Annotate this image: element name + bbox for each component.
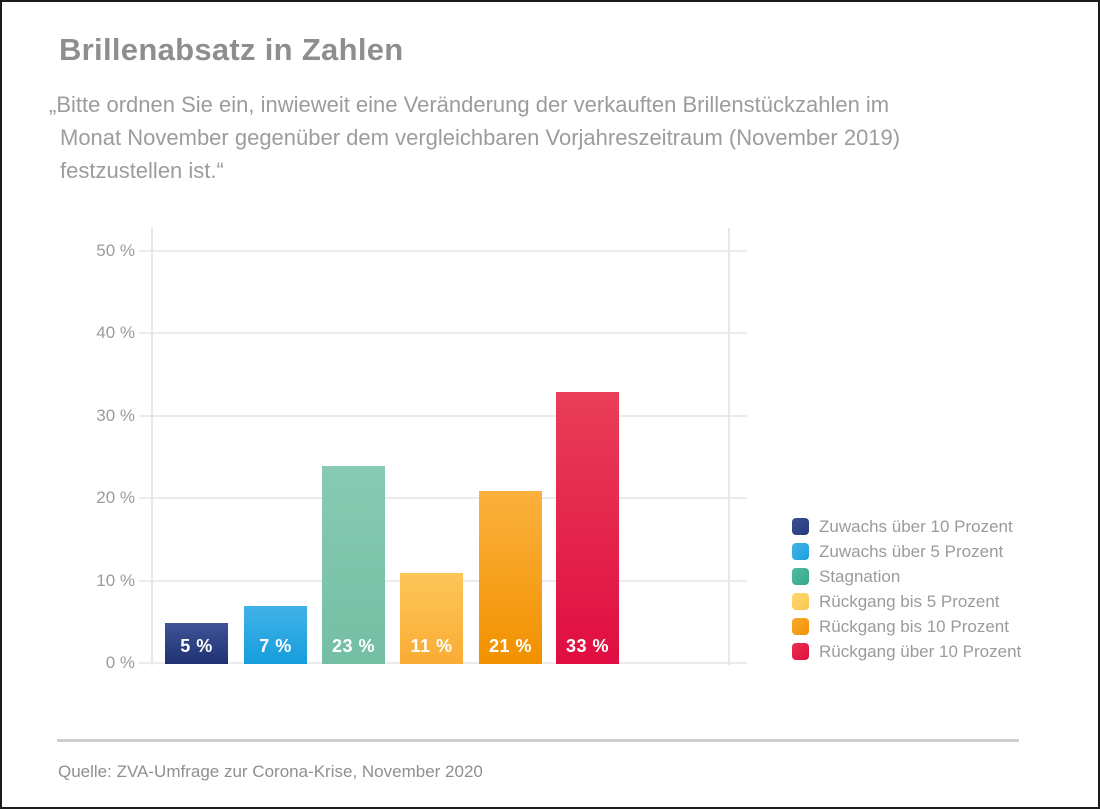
legend-item: Rückgang bis 10 Prozent [792,616,1021,636]
gridline-40 [139,332,747,334]
page-title: Brillenabsatz in Zahlen [59,32,404,67]
bar-value-label: 33 % [565,636,610,656]
legend-label: Rückgang bis 10 Prozent [819,616,1009,636]
gridline-50 [139,250,747,252]
legend-item: Rückgang bis 5 Prozent [792,591,1021,611]
bar-4: 11 % [400,573,463,664]
legend-label: Stagnation [819,566,901,586]
footer-divider [57,739,1019,742]
legend-swatch-icon [792,568,809,585]
bar-value-label: 7 % [259,636,292,656]
legend-swatch-icon [792,643,809,660]
bar-value-label: 11 % [410,636,453,656]
legend-item: Zuwachs über 10 Prozent [792,516,1021,536]
legend-swatch-icon [792,543,809,560]
y-tick-label: 0 % [105,653,135,672]
bar-6: 33 % [556,392,619,664]
y-tick-label: 10 % [96,571,135,590]
legend-swatch-icon [792,593,809,610]
bar-5: 21 % [479,491,542,664]
y-tick-label: 40 % [96,323,135,342]
bar-2: 7 % [244,606,307,664]
bar-3: 23 % [322,466,385,664]
legend-item: Zuwachs über 5 Prozent [792,541,1021,561]
legend-label: Rückgang bis 5 Prozent [819,591,1000,611]
y-axis-line [151,228,153,665]
legend-label: Rückgang über 10 Prozent [819,641,1022,661]
legend-swatch-icon [792,618,809,635]
gridline-20 [139,497,747,499]
bar-value-label: 23 % [331,636,376,656]
legend-label: Zuwachs über 5 Prozent [819,541,1004,561]
y-tick-label: 20 % [96,488,135,507]
bar-value-label: 5 % [180,636,213,656]
bar-1: 5 % [165,623,228,664]
legend-item: Rückgang über 10 Prozent [792,641,1022,661]
gridline-30 [139,415,747,417]
survey-question: „Bitte ordnen Sie ein, inwieweit eine Ve… [49,92,901,183]
y-tick-label: 50 % [96,241,135,260]
legend-swatch-icon [792,518,809,535]
legend-label: Zuwachs über 10 Prozent [819,516,1013,536]
chart-legend: Zuwachs über 10 Prozent Zuwachs über 5 Pr… [792,516,1022,661]
plot-right-border [728,228,730,665]
y-tick-label: 30 % [96,406,135,425]
legend-item: Stagnation [792,566,1021,586]
source-note: Quelle: ZVA-Umfrage zur Corona-Krise, No… [58,762,483,781]
bar-value-label: 21 % [488,636,533,656]
